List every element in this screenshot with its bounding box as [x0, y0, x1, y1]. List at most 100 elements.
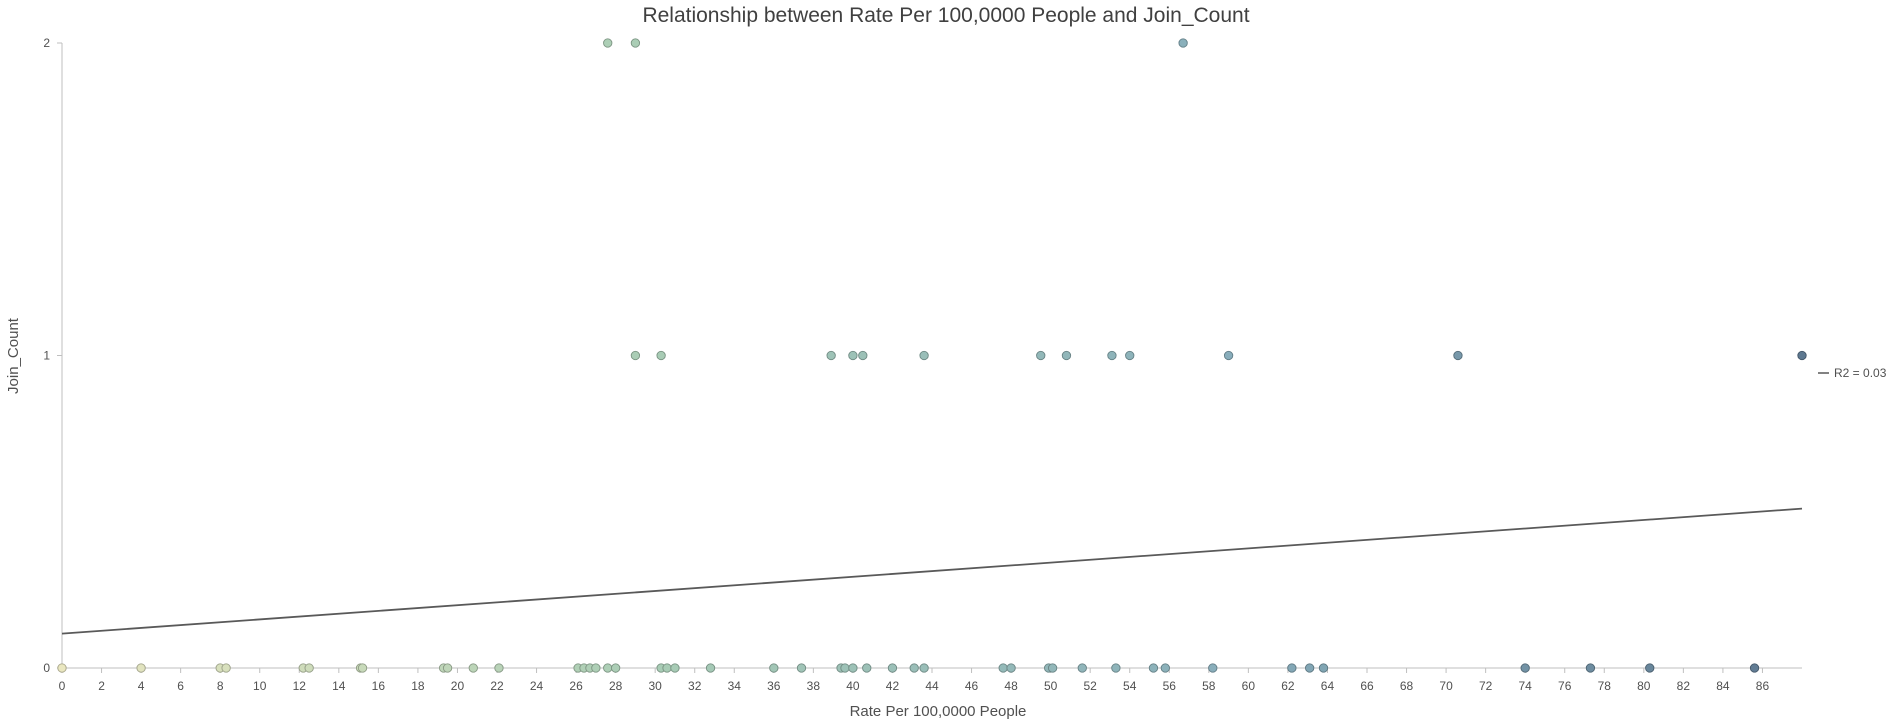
- x-tick-label: 86: [1756, 679, 1770, 693]
- y-tick-label: 0: [43, 661, 50, 675]
- scatter-point: [1178, 38, 1188, 48]
- scatter-point: [603, 663, 613, 673]
- y-tick-label: 1: [43, 349, 50, 363]
- y-tick-label: 2: [43, 36, 50, 50]
- x-tick-label: 38: [807, 679, 821, 693]
- x-tick-label: 26: [569, 679, 583, 693]
- x-tick-label: 72: [1479, 679, 1493, 693]
- x-axis-title: Rate Per 100,0000 People: [850, 703, 1027, 720]
- legend-trendline-label: R2 = 0.03: [1834, 366, 1887, 380]
- scatter-point: [919, 663, 929, 673]
- scatter-point: [1036, 350, 1046, 361]
- scatter-point: [796, 663, 807, 673]
- scatter-point: [1111, 663, 1121, 673]
- scatter-point: [1077, 663, 1087, 673]
- scatter-point: [1125, 350, 1135, 361]
- scatter-point: [1287, 663, 1297, 673]
- y-axis-title: Join_Count: [5, 317, 22, 394]
- x-tick-label: 6: [177, 679, 184, 693]
- x-tick-label: 60: [1242, 679, 1256, 693]
- scatter-point: [919, 350, 929, 361]
- scatter-point: [1107, 350, 1117, 361]
- scatter-point: [136, 663, 146, 673]
- scatter-point: [1749, 663, 1760, 673]
- chart-title: Relationship between Rate Per 100,0000 P…: [642, 4, 1249, 27]
- scatter-point: [1006, 663, 1016, 673]
- x-tick-label: 24: [530, 679, 544, 693]
- scatter-point: [304, 663, 314, 673]
- scatter-point: [603, 38, 613, 48]
- plot-area: 0 2 4 6 8 10 12 14 16 18 20 22 24 26 28 30 32 34 36 38 40 42 4…: [43, 36, 1807, 693]
- x-tick-label: 14: [332, 679, 346, 693]
- x-tick-label: 62: [1281, 679, 1295, 693]
- trendline: [61, 507, 1803, 635]
- x-tick-label: 48: [1004, 679, 1018, 693]
- scatter-point: [1585, 663, 1596, 673]
- x-tick-label: 10: [253, 679, 267, 693]
- scatter-point: [494, 663, 504, 673]
- x-tick-label: 78: [1598, 679, 1612, 693]
- x-tick-label: 30: [649, 679, 663, 693]
- scatter-point: [769, 663, 779, 673]
- scatter-point: [468, 663, 478, 673]
- scatter-point: [57, 663, 67, 673]
- scatter-point: [858, 350, 868, 361]
- x-tick-label: 12: [293, 679, 307, 693]
- x-tick-label: 64: [1321, 679, 1335, 693]
- scatter-point: [610, 663, 621, 673]
- scatter-point: [887, 663, 898, 673]
- scatter-point: [630, 350, 641, 361]
- scatter-point: [1520, 663, 1530, 673]
- scatter-point: [848, 350, 858, 361]
- x-tick-label: 0: [59, 679, 66, 693]
- scatter-point: [1645, 663, 1655, 673]
- x-tick-label: 34: [728, 679, 742, 693]
- x-tick-label: 16: [372, 679, 386, 693]
- scatter-point: [862, 663, 872, 673]
- scatter-point: [1453, 350, 1463, 361]
- scatter-point: [909, 663, 919, 673]
- x-tick-label: 46: [965, 679, 979, 693]
- x-tick-label: 44: [925, 679, 939, 693]
- scatter-point: [1208, 663, 1218, 673]
- x-tick-label: 56: [1163, 679, 1177, 693]
- x-tick-label: 2: [98, 679, 105, 693]
- x-tick-label: 82: [1677, 679, 1691, 693]
- scatter-point: [1160, 663, 1170, 673]
- scatter-point: [705, 663, 716, 673]
- x-tick-label: 52: [1084, 679, 1098, 693]
- scatter-point: [357, 663, 368, 673]
- scatter-point: [670, 663, 680, 673]
- scatter-point: [1797, 350, 1807, 361]
- x-tick-label: 58: [1202, 679, 1216, 693]
- x-tick-label: 40: [846, 679, 860, 693]
- scatter-point: [662, 663, 672, 673]
- scatter-point: [630, 38, 641, 48]
- scatter-point: [848, 663, 858, 673]
- scatter-point: [998, 663, 1008, 673]
- scatter-point: [1061, 350, 1072, 361]
- scatter-point: [1223, 350, 1234, 361]
- x-tick-label: 80: [1637, 679, 1651, 693]
- x-tick-label: 74: [1519, 679, 1533, 693]
- x-tick-label: 68: [1400, 679, 1414, 693]
- x-tick-label: 36: [767, 679, 781, 693]
- scatter-point: [591, 663, 601, 673]
- x-tick-label: 84: [1716, 679, 1730, 693]
- x-tick-label: 4: [138, 679, 145, 693]
- scatter-point: [826, 350, 836, 361]
- scatter-point: [840, 663, 850, 673]
- scatter-point: [1148, 663, 1159, 673]
- x-tick-label: 76: [1558, 679, 1572, 693]
- x-tick-label: 50: [1044, 679, 1058, 693]
- x-tick-label: 22: [490, 679, 504, 693]
- x-tick-label: 18: [411, 679, 425, 693]
- x-tick-label: 70: [1439, 679, 1453, 693]
- legend: R2 = 0.03: [1818, 366, 1887, 380]
- x-tick-label: 42: [886, 679, 900, 693]
- x-tick-label: 20: [451, 679, 465, 693]
- scatter-point: [1305, 663, 1315, 673]
- scatter-point: [221, 663, 231, 673]
